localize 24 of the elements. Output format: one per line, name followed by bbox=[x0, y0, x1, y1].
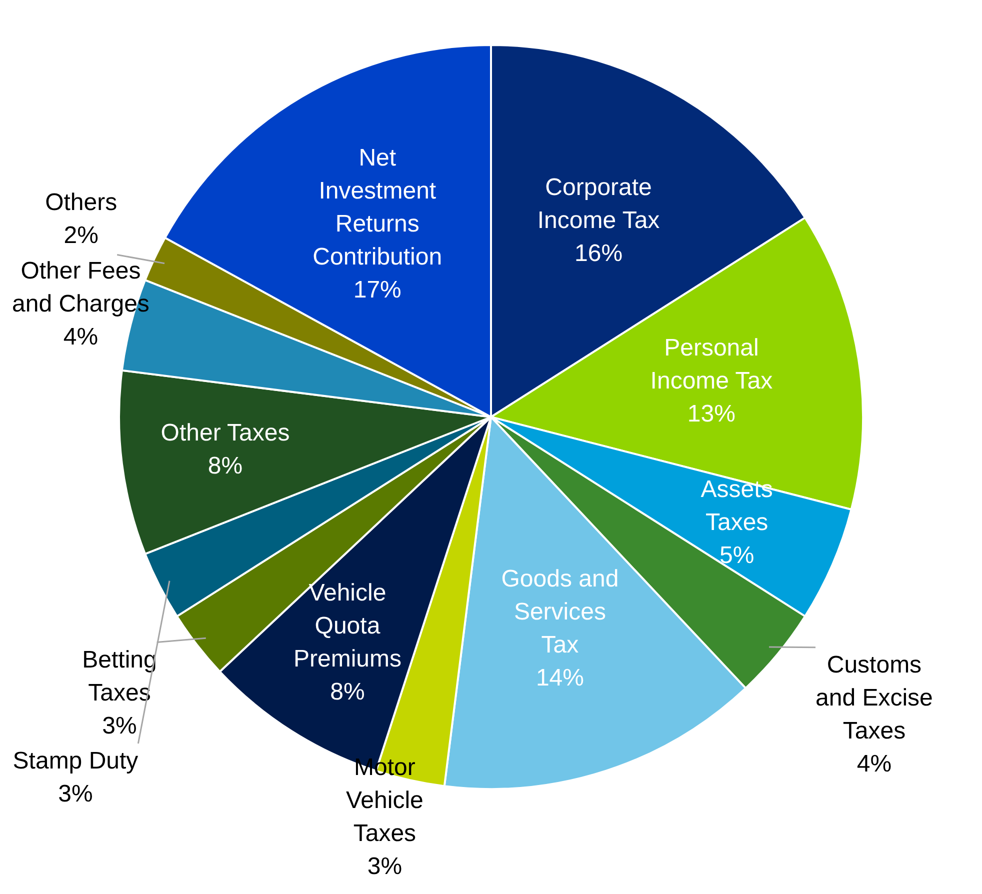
data-label: 5% bbox=[719, 542, 754, 569]
data-label: 3% bbox=[58, 780, 93, 808]
slice-label: Customs and Excise Taxes bbox=[816, 651, 933, 744]
data-label: 3% bbox=[102, 712, 137, 740]
slice-label: Stamp Duty bbox=[12, 748, 138, 775]
data-label: 4% bbox=[856, 750, 892, 778]
slice-label: Goods and Services Tax bbox=[501, 565, 619, 658]
slice-label: Assets Taxes bbox=[700, 476, 773, 536]
slice-label: Other Taxes bbox=[160, 420, 290, 447]
slice-label: Corporate Income Tax bbox=[537, 174, 660, 234]
data-label: 16% bbox=[574, 240, 623, 268]
data-label: 3% bbox=[367, 853, 402, 880]
data-label: 13% bbox=[687, 400, 736, 428]
slice-label: Personal Income Tax bbox=[650, 334, 773, 395]
slice-label: Vehicle Quota Premiums bbox=[293, 579, 402, 672]
data-label: 2% bbox=[64, 222, 98, 249]
slice-label: Others bbox=[45, 188, 118, 216]
data-label: 4% bbox=[63, 323, 98, 350]
data-label: 8% bbox=[208, 452, 243, 480]
slice-label: Betting Taxes bbox=[82, 646, 157, 706]
data-label: 17% bbox=[353, 276, 402, 304]
data-label: 8% bbox=[330, 678, 365, 706]
data-label: 14% bbox=[536, 664, 584, 692]
slice-label: Net Investment Returns Contribution bbox=[312, 144, 442, 271]
